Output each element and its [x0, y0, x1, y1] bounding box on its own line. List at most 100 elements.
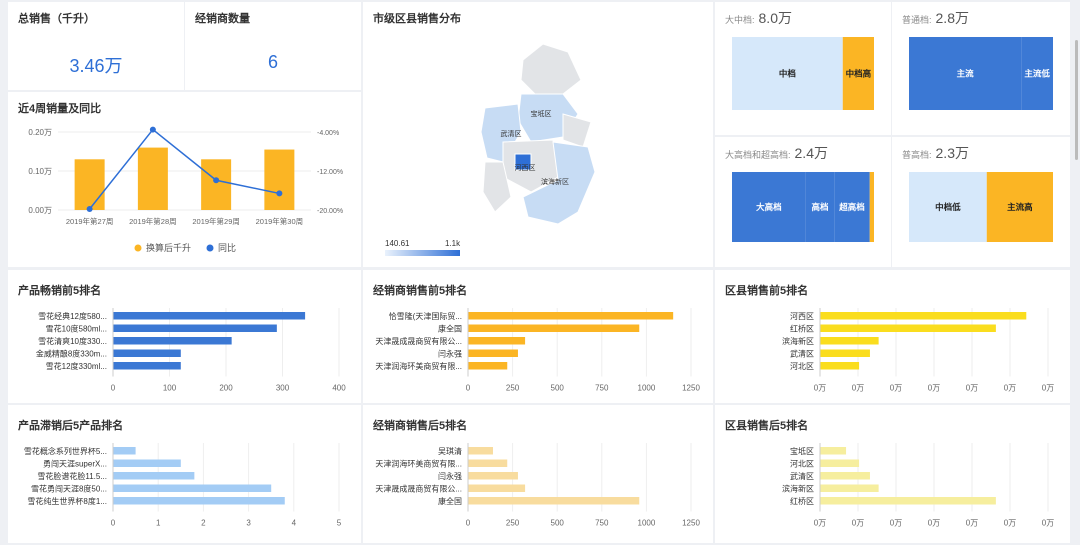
- rank-bar[interactable]: [820, 337, 879, 345]
- legend-line-label[interactable]: 同比: [218, 242, 236, 253]
- rank-bar[interactable]: [820, 459, 860, 468]
- map-scale-max: 1.1k: [445, 239, 461, 248]
- rank-x-tick: 100: [163, 384, 177, 393]
- rank-bar[interactable]: [820, 497, 996, 505]
- mix-segment[interactable]: [842, 37, 874, 110]
- rank-bar[interactable]: [820, 324, 996, 333]
- weekly-bar[interactable]: [201, 159, 232, 210]
- weekly-yoy-point[interactable]: [86, 206, 93, 213]
- rank-x-tick: 0: [111, 519, 116, 528]
- weekly-right-tick: -4.00%: [317, 130, 339, 137]
- rank-bar[interactable]: [820, 362, 860, 370]
- rank-bar[interactable]: [820, 349, 870, 358]
- mix-segment-label: 主流: [957, 69, 975, 79]
- rank-bar[interactable]: [820, 484, 879, 493]
- rank-x-tick: 0万: [890, 519, 902, 528]
- rank-x-tick: 2: [201, 519, 206, 528]
- rank-x-tick: 0万: [928, 519, 940, 528]
- rank-category-label: 勇闯天涯superX...: [43, 459, 107, 469]
- rank-category-label: 武清区: [790, 471, 814, 481]
- mix-segment[interactable]: [909, 172, 987, 242]
- weekly-yoy-point[interactable]: [276, 190, 283, 197]
- weekly-yoy-point[interactable]: [149, 126, 156, 133]
- rank-bar[interactable]: [113, 497, 285, 505]
- rank-category-label: 雪花纯生世界杯8度1...: [27, 496, 107, 506]
- rank-x-tick: 1000: [638, 519, 656, 528]
- rank-category-label: 河西区: [790, 311, 814, 321]
- rank-x-tick: 0万: [1042, 384, 1054, 393]
- rank-x-tick: 200: [219, 384, 233, 393]
- rank-x-tick: 1250: [682, 384, 700, 393]
- mix-segment[interactable]: [1021, 37, 1053, 110]
- rank-bar[interactable]: [113, 312, 306, 320]
- mix-segment[interactable]: [732, 37, 843, 110]
- mix-segment[interactable]: [732, 172, 806, 242]
- weekly-x-tick: 2019年第30周: [256, 216, 304, 226]
- rank-bar[interactable]: [468, 447, 493, 455]
- mix-segment-label: 中档: [779, 69, 797, 79]
- rank-bar[interactable]: [113, 459, 181, 468]
- rank-x-tick: 500: [551, 519, 565, 528]
- rank-bar[interactable]: [468, 484, 526, 493]
- weekly-yoy-point[interactable]: [213, 177, 220, 184]
- rank-1-chart: 0 100 200 300 400 雪花经典12度580... 雪花10度580ml... 雪…: [36, 308, 346, 393]
- rank-bar[interactable]: [820, 447, 847, 455]
- rank-bar[interactable]: [468, 362, 508, 370]
- kpi-dealer-count-card: 经销商数量 6: [185, 2, 361, 90]
- mix-1-value: 8.0万: [758, 10, 792, 26]
- rank-category-label: 红桥区: [790, 496, 814, 506]
- rank-bar[interactable]: [468, 459, 508, 468]
- rank-category-label: 滨海新区: [782, 336, 814, 346]
- kpi-total-sales-value: 3.46万: [69, 56, 123, 76]
- mix-segment[interactable]: [909, 37, 1022, 110]
- legend-bar-label[interactable]: 换算后千升: [146, 242, 191, 253]
- mix-card-1: 大中档: 8.0万 中档 中档高: [715, 2, 891, 135]
- rank-card-3: 区县销售前5排名 0万 0万 0万 0万 0万 0万 0万 河西区 红桥区 滨海新区 武清区 河北区: [715, 270, 1070, 403]
- rank-x-tick: 400: [332, 384, 346, 393]
- rank-bar[interactable]: [113, 324, 277, 333]
- rank-bar[interactable]: [468, 472, 518, 480]
- rank-x-tick: 0: [111, 384, 116, 393]
- rank-bar[interactable]: [113, 472, 195, 480]
- rank-bar[interactable]: [113, 337, 232, 345]
- mix-segment[interactable]: [986, 172, 1053, 242]
- rank-bar[interactable]: [113, 362, 181, 370]
- map-region-north: [520, 43, 582, 95]
- kpi-total-sales-card: 总销售（千升） 3.46万: [8, 2, 184, 90]
- rank-6-title: 区县销售后5排名: [725, 420, 809, 432]
- rank-bar[interactable]: [468, 337, 526, 345]
- mix-segment[interactable]: [834, 172, 870, 242]
- district-map-title: 市级区县销售分布: [373, 13, 461, 25]
- mix-segment[interactable]: [805, 172, 835, 242]
- rank-x-tick: 500: [551, 384, 565, 393]
- map-label-wuqing: 武清区: [501, 129, 522, 138]
- map-scale-min: 140.61: [385, 239, 410, 248]
- rank-bar[interactable]: [468, 312, 674, 320]
- weekly-left-tick: 0.10万: [28, 167, 52, 176]
- rank-x-tick: 1: [156, 519, 161, 528]
- rank-bar[interactable]: [113, 349, 181, 358]
- scrollbar[interactable]: [1075, 40, 1078, 160]
- rank-bar[interactable]: [820, 312, 1027, 320]
- mix-3-value: 2.4万: [794, 145, 828, 161]
- rank-bar[interactable]: [468, 324, 640, 333]
- weekly-x-tick: 2019年第28周: [129, 216, 177, 226]
- weekly-bar[interactable]: [264, 149, 295, 210]
- weekly-bar[interactable]: [137, 147, 168, 210]
- mix-4-label: 普高档:: [902, 150, 932, 160]
- mix-card-3: 大高档和超高档: 2.4万 大高档 高档 超高档: [715, 137, 891, 267]
- weekly-left-tick: 0.20万: [28, 128, 52, 137]
- rank-2-chart: 0 250 500 750 1000 1250 恰雪隆(天津国际贸... 康全国天津晟成晟商贸…: [375, 308, 700, 393]
- mix-segment[interactable]: [869, 172, 874, 242]
- rank-category-label: 雪花12度330ml...: [46, 361, 107, 371]
- weekly-bar[interactable]: [74, 159, 105, 210]
- mix-4-value: 2.3万: [935, 145, 969, 161]
- rank-category-label: 红桥区: [790, 324, 814, 334]
- weekly-left-tick: 0.00万: [28, 206, 52, 215]
- rank-bar[interactable]: [113, 484, 272, 493]
- rank-bar[interactable]: [820, 472, 870, 480]
- rank-bar[interactable]: [468, 349, 518, 358]
- rank-bar[interactable]: [468, 497, 640, 505]
- rank-category-label: 闫永强: [438, 471, 462, 481]
- rank-bar[interactable]: [113, 447, 136, 455]
